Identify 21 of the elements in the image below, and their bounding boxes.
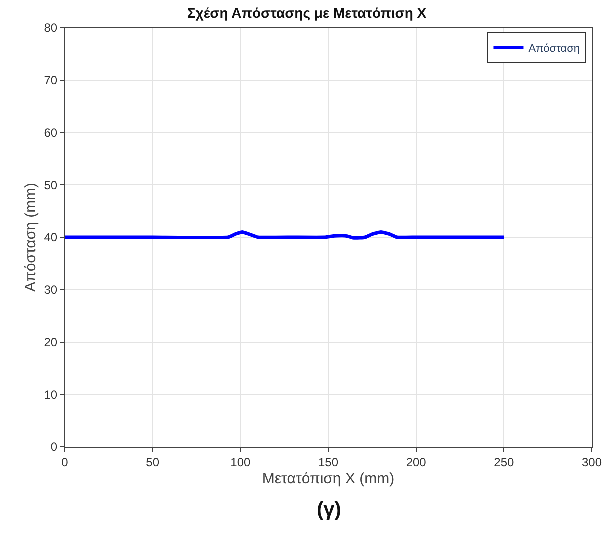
y-tick-label: 20 bbox=[44, 335, 58, 350]
text: (γ) bbox=[317, 499, 342, 521]
y-tick-label: 80 bbox=[44, 21, 58, 36]
x-axis-title: Μετατόπιση X (mm) bbox=[262, 470, 395, 488]
legend-label: Απόσταση bbox=[528, 42, 580, 55]
y-tick-label: 10 bbox=[44, 388, 58, 402]
x-tick-label: 150 bbox=[318, 455, 339, 470]
x-tick-label: 250 bbox=[494, 455, 514, 470]
y-tick-label: 30 bbox=[44, 283, 58, 298]
x-tick-label: 100 bbox=[230, 455, 251, 470]
x-tick-label: 50 bbox=[146, 455, 160, 470]
x-tick-label: 300 bbox=[582, 455, 602, 470]
chart-title: Σχέση Απόστασης με Μετατόπιση X bbox=[187, 4, 428, 21]
x-tick-label: 200 bbox=[406, 455, 427, 470]
y-tick-label: 0 bbox=[50, 440, 58, 454]
y-tick-label: 60 bbox=[44, 126, 58, 140]
y-tick-label: 50 bbox=[44, 178, 58, 192]
y-axis-title: Απόσταση (mm) bbox=[22, 182, 40, 292]
y-tick-label: 70 bbox=[44, 74, 58, 88]
y-tick-label: 40 bbox=[44, 230, 58, 245]
x-tick-label: 0 bbox=[62, 455, 69, 470]
